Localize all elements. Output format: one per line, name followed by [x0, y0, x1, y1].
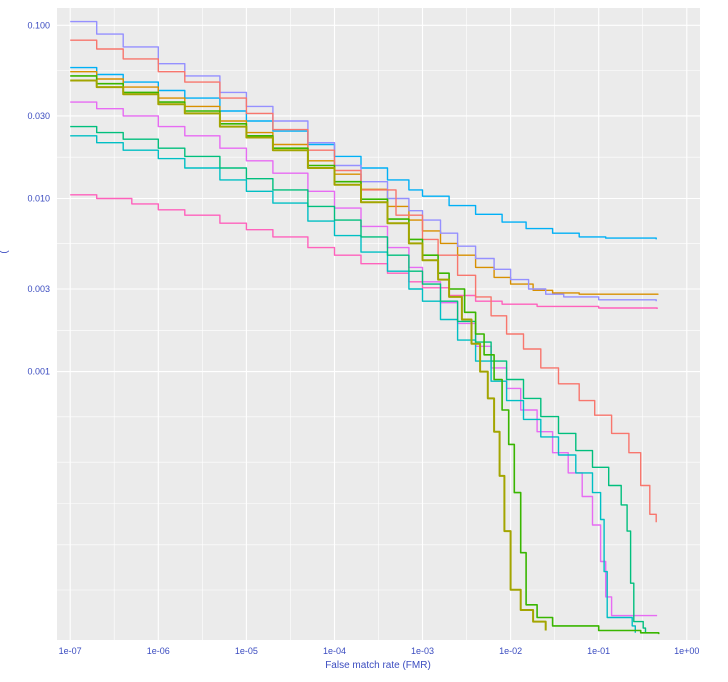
x-tick-label: 1e-06 [147, 646, 170, 656]
y-tick-label: 0.003 [27, 284, 50, 294]
major-gridlines [57, 8, 700, 640]
series-line-olive [70, 79, 547, 631]
series-line-sky-blue [70, 66, 657, 240]
y-tick-label: 0.010 [27, 194, 50, 204]
series-line-salmon [70, 39, 657, 523]
x-tick-label: 1e-03 [411, 646, 434, 656]
x-tick-label: 1e-01 [587, 646, 610, 656]
series-line-cyan [70, 135, 636, 633]
y-tick-label: 0.001 [27, 367, 50, 377]
x-tick-labels: 1e-07 1e-06 1e-05 1e-04 1e-03 1e-02 1e-01 1e+00 [59, 646, 700, 656]
x-tick-label: 1e+00 [674, 646, 699, 656]
y-axis-title-fragment: ( [0, 250, 10, 254]
series-line-pink [70, 194, 658, 309]
x-tick-label: 1e-02 [499, 646, 522, 656]
series-lines [70, 20, 660, 635]
x-tick-label: 1e-05 [235, 646, 258, 656]
x-tick-label: 1e-07 [59, 646, 82, 656]
x-axis-title: False match rate (FMR) [325, 660, 431, 671]
y-tick-labels: 0.001 0.003 0.010 0.030 0.100 [27, 20, 50, 376]
y-tick-label: 0.100 [27, 20, 50, 30]
series-line-teal [70, 125, 647, 633]
y-tick-label: 0.030 [27, 111, 50, 121]
minor-gridlines [57, 8, 700, 640]
x-tick-label: 1e-04 [323, 646, 346, 656]
